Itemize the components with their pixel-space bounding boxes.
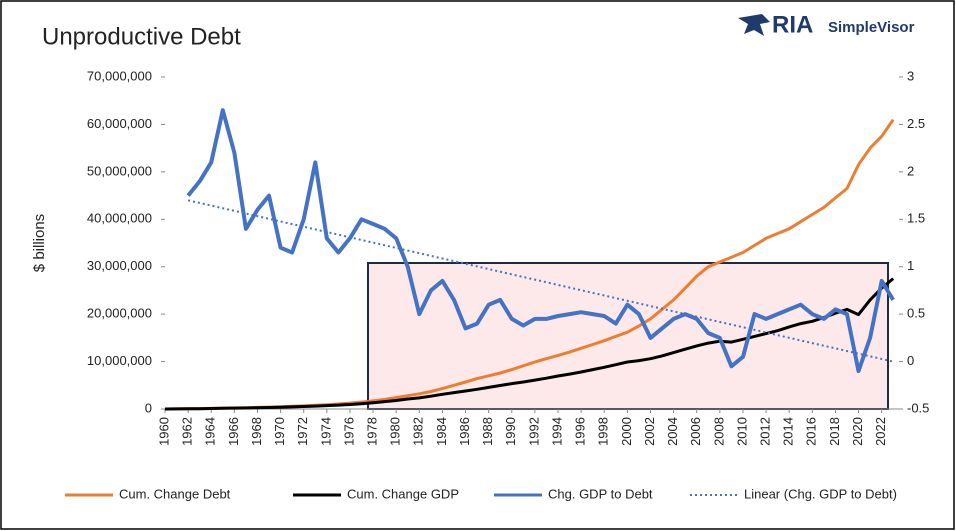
legend-item: Chg. GDP to Debt xyxy=(494,486,653,501)
x-tick-label: 1966 xyxy=(226,417,241,446)
logo-sub: SimpleVisor xyxy=(828,19,915,36)
x-tick-label: 2020 xyxy=(850,417,865,446)
legend-item: Cum. Change GDP xyxy=(293,486,459,501)
x-tick-label: 1988 xyxy=(480,417,495,446)
y2-tick-label: 0 xyxy=(907,353,914,368)
x-tick-label: 2016 xyxy=(804,417,819,446)
y-tick-label: 0 xyxy=(145,400,152,415)
x-tick-label: 1984 xyxy=(434,417,449,446)
y2-tick-label: 2 xyxy=(907,163,914,178)
y2-tick-label: 3 xyxy=(907,68,914,83)
legend-label: Cum. Change GDP xyxy=(347,486,459,501)
legend-label: Chg. GDP to Debt xyxy=(548,486,653,501)
x-tick-label: 1968 xyxy=(249,417,264,446)
y-tick-label: 60,000,000 xyxy=(87,116,152,131)
y-tick-label: 70,000,000 xyxy=(87,68,152,83)
x-tick-label: 2022 xyxy=(873,417,888,446)
y2-tick-label: 1 xyxy=(907,258,914,273)
x-tick-label: 1990 xyxy=(503,417,518,446)
y2-tick-label: -0.5 xyxy=(907,400,929,415)
x-tick-label: 2000 xyxy=(619,417,634,446)
y-tick-label: 40,000,000 xyxy=(87,211,152,226)
x-tick-label: 1986 xyxy=(457,417,472,446)
y2-tick-label: 2.5 xyxy=(907,116,925,131)
x-tick-label: 2006 xyxy=(688,417,703,446)
chart-title: Unproductive Debt xyxy=(42,23,241,50)
legend-item: Cum. Change Debt xyxy=(65,486,231,501)
logo: RIA SimpleVisor xyxy=(738,11,915,38)
x-tick-label: 1996 xyxy=(573,417,588,446)
x-tick-label: 2018 xyxy=(827,417,842,446)
x-tick-label: 2014 xyxy=(781,417,796,446)
x-tick-label: 1994 xyxy=(549,417,564,446)
x-tick-label: 2002 xyxy=(642,417,657,446)
x-tick-label: 2008 xyxy=(711,417,726,446)
x-tick-label: 1962 xyxy=(180,417,195,446)
y2-tick-label: 0.5 xyxy=(907,306,925,321)
x-tick-label: 1982 xyxy=(411,417,426,446)
legend-label: Linear (Chg. GDP to Debt) xyxy=(744,486,897,501)
x-tick-label: 1980 xyxy=(388,417,403,446)
y-tick-label: 10,000,000 xyxy=(87,353,152,368)
x-tick-label: 1998 xyxy=(596,417,611,446)
x-tick-label: 2004 xyxy=(665,417,680,446)
x-tick-label: 2010 xyxy=(734,417,749,446)
x-tick-label: 1960 xyxy=(156,417,171,446)
x-tick-label: 1964 xyxy=(203,417,218,446)
legend-item: Linear (Chg. GDP to Debt) xyxy=(690,486,897,501)
x-tick-label: 2012 xyxy=(758,417,773,446)
logo-icon xyxy=(738,14,770,36)
series-line xyxy=(187,199,894,363)
y-tick-label: 20,000,000 xyxy=(87,306,152,321)
legend-label: Cum. Change Debt xyxy=(119,486,231,501)
logo-main: RIA xyxy=(772,11,813,38)
x-tick-label: 1974 xyxy=(318,417,333,446)
x-tick-label: 1976 xyxy=(341,417,356,446)
series-line xyxy=(186,108,895,374)
x-tick-label: 1978 xyxy=(365,417,380,446)
y-tick-label: 50,000,000 xyxy=(87,163,152,178)
y2-tick-label: 1.5 xyxy=(907,211,925,226)
x-tick-label: 1972 xyxy=(295,417,310,446)
x-tick-label: 1970 xyxy=(272,417,287,446)
y-tick-label: 30,000,000 xyxy=(87,258,152,273)
x-tick-label: 1992 xyxy=(526,417,541,446)
y-axis-label: $ billions xyxy=(31,214,48,272)
series-line xyxy=(164,277,895,411)
